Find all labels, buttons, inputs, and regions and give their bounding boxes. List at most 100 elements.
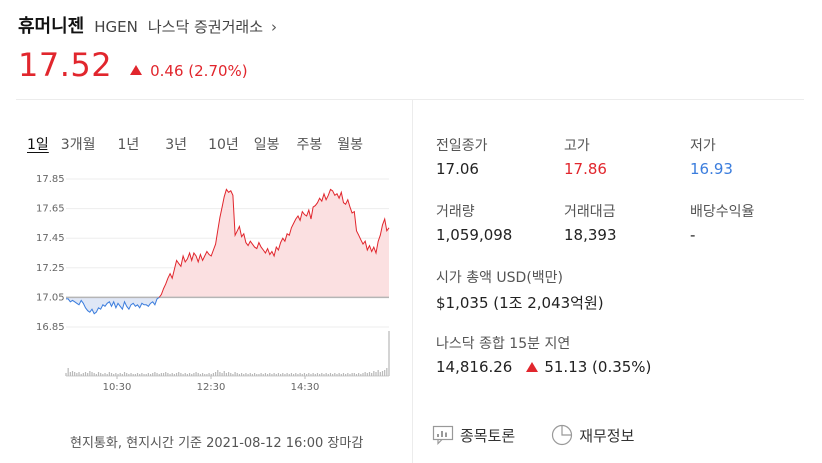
discussion-link[interactable]: 종목토론: [432, 424, 515, 446]
volume-bar: [332, 374, 334, 376]
volume-bar: [364, 372, 366, 376]
volume-bar: [206, 374, 208, 376]
tab-3y[interactable]: 3년: [165, 137, 188, 153]
volume-bar: [321, 373, 323, 376]
volume-bar: [282, 373, 284, 376]
volume-bar: [375, 372, 377, 376]
y-tick-label: 16.85: [36, 322, 65, 333]
volume-bar: [230, 373, 232, 376]
tab-3m[interactable]: 3개월: [60, 137, 96, 153]
up-triangle-icon: [130, 65, 143, 75]
volume-bar: [188, 373, 191, 376]
discussion-label: 종목토론: [460, 426, 516, 445]
volume-bar: [299, 373, 301, 376]
volume-bar: [93, 373, 95, 376]
stock-header: 휴머니젠 HGEN 나스닥 증권거래소 › 17.52 0.46 (2.70%): [18, 12, 277, 84]
volume-bar: [136, 373, 139, 376]
volume-bar: [89, 371, 91, 376]
stock-name: 휴머니젠: [18, 16, 85, 37]
volume-bar: [100, 373, 102, 376]
volume-bar: [258, 374, 260, 376]
area-fill-down: [66, 297, 389, 314]
volume-bar: [225, 373, 228, 376]
tab-10y[interactable]: 10년: [208, 137, 239, 153]
volume-bar: [108, 372, 110, 376]
volume-bar: [147, 373, 149, 376]
volume-bar: [160, 373, 162, 376]
volume-bar: [327, 374, 329, 376]
turnover-value: 18,393: [564, 226, 617, 244]
market-cap: 시가 총액 USD(백만) $1,035 (1조 2,043억원): [436, 267, 736, 313]
y-tick-label: 17.45: [36, 233, 65, 244]
tab-weekly[interactable]: 주봉: [296, 137, 323, 153]
volume: 거래량 1,059,098: [436, 201, 566, 244]
exchange-link[interactable]: 나스닥 증권거래소: [147, 18, 264, 36]
volume-bar: [384, 370, 386, 376]
volume-bar: [336, 374, 338, 376]
volume-bar: [71, 371, 74, 376]
volume-bar: [175, 373, 178, 376]
volume-bar: [288, 374, 290, 376]
volume-bar: [223, 371, 225, 376]
volume-bar: [84, 372, 87, 376]
volume-bar: [197, 373, 199, 376]
intraday-chart[interactable]: 17.85 17.65 17.45 17.25 17.05 16.85 10:30 12:30…: [0, 165, 400, 390]
area-fill-up: [159, 189, 389, 298]
tab-daily[interactable]: 일봉: [253, 137, 280, 153]
low-value: 16.93: [690, 160, 733, 178]
volume-bar: [67, 368, 69, 376]
volume-bar: [169, 374, 171, 376]
tab-1d[interactable]: 1일: [27, 137, 49, 153]
volume-bar: [377, 370, 379, 376]
low: 저가 16.93: [690, 135, 820, 178]
volume-bar: [87, 373, 89, 376]
volume-bar: [149, 374, 152, 376]
index-info[interactable]: 나스닥 종합 15분 지연 14,816.26 51.13 (0.35%): [436, 333, 776, 376]
tab-monthly[interactable]: 월봉: [337, 137, 364, 153]
volume-bar: [204, 374, 206, 376]
chevron-right-icon[interactable]: ›: [271, 18, 278, 36]
volume-bar: [269, 373, 271, 376]
volume-bar: [158, 374, 160, 376]
financials-link[interactable]: 재무정보: [551, 424, 634, 446]
volume-bar: [167, 373, 169, 376]
volume-bar: [386, 368, 388, 376]
prev-close-value: 17.06: [436, 160, 479, 178]
volume-bar: [106, 374, 108, 376]
market-cap-label: 시가 총액 USD(백만): [436, 270, 564, 286]
market-cap-value: $1,035 (1조 2,043억원): [436, 294, 604, 312]
financials-label: 재무정보: [579, 426, 635, 445]
volume-bar: [128, 374, 130, 376]
volume-bar: [273, 373, 275, 376]
volume-bar: [295, 373, 297, 376]
volume-bar: [217, 370, 219, 376]
volume-bar: [310, 374, 312, 376]
index-value: 14,816.26: [436, 358, 513, 376]
volume-bar: [82, 373, 84, 376]
volume-bar: [184, 373, 186, 376]
volume-value: 1,059,098: [436, 226, 513, 244]
volume-bar: [145, 374, 147, 376]
volume-bar: [139, 374, 141, 376]
volume-bar: [249, 373, 251, 376]
volume-bar: [256, 374, 258, 376]
volume-bar: [286, 373, 288, 376]
volume-bar: [358, 373, 360, 376]
turnover-label: 거래대금: [564, 204, 616, 220]
volume-bar: [208, 373, 210, 376]
volume-bar: [264, 373, 267, 376]
volume-bar: [199, 374, 202, 376]
volume-bar: [368, 372, 371, 376]
volume-bar: [323, 374, 325, 376]
volume-bar: [243, 374, 245, 376]
volume-bar: [303, 373, 306, 376]
volume-bar: [212, 373, 215, 376]
volume-bar: [319, 374, 321, 376]
x-tick-label: 12:30: [197, 382, 226, 390]
index-label: 나스닥 종합 15분 지연: [436, 336, 571, 352]
volume-bar: [297, 374, 299, 376]
volume-bar: [306, 374, 308, 376]
volume-bar: [329, 373, 332, 376]
volume-bar: [245, 373, 247, 376]
tab-1y[interactable]: 1년: [117, 137, 140, 153]
